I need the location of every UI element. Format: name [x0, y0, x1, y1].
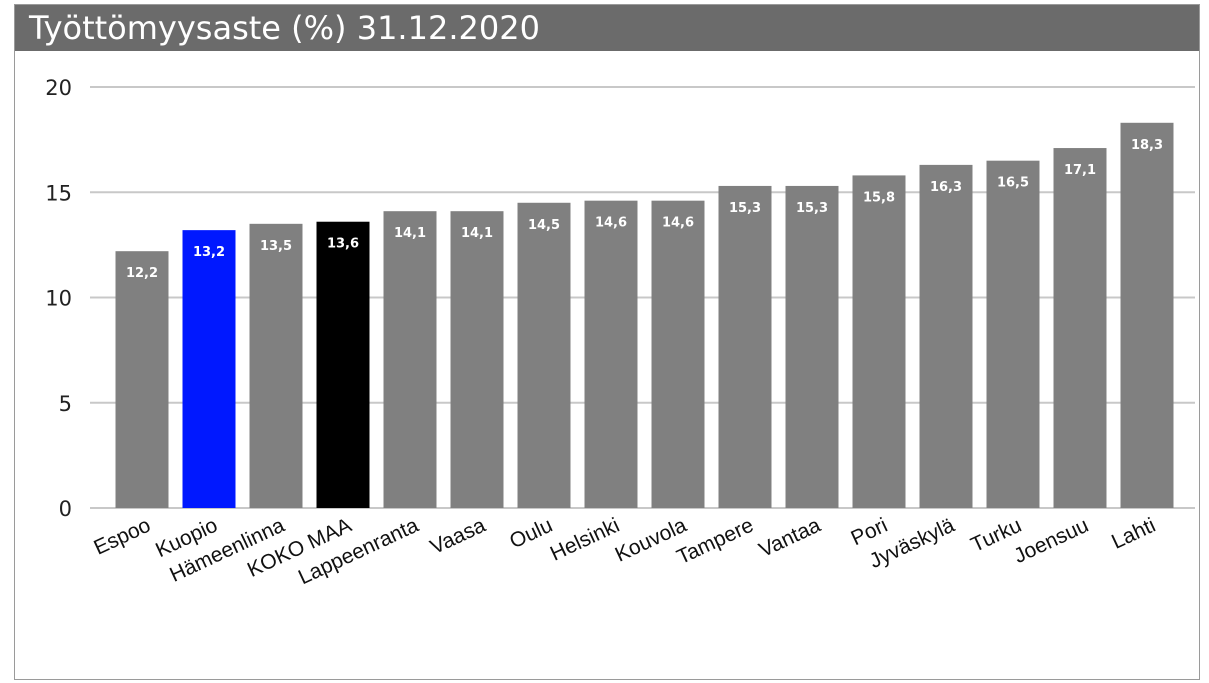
bar: [919, 164, 973, 508]
data-label: 17,1: [1064, 163, 1096, 178]
data-label: 14,5: [528, 218, 560, 233]
bar: [517, 202, 571, 508]
bars: [115, 122, 1174, 509]
bar: [986, 160, 1040, 509]
y-tick-label: 20: [45, 76, 72, 100]
data-label: 15,3: [729, 201, 761, 216]
bar: [182, 230, 236, 508]
data-label: 18,3: [1131, 138, 1163, 153]
bar: [651, 200, 705, 509]
data-label: 13,2: [193, 245, 225, 260]
x-tick-label: Espoo: [90, 514, 154, 560]
x-tick-label: Vaasa: [427, 514, 490, 559]
bar: [1053, 148, 1107, 509]
data-label: 14,6: [595, 216, 627, 231]
y-tick-label: 10: [45, 287, 72, 311]
y-tick-label: 15: [45, 181, 72, 205]
bar: [852, 175, 906, 508]
data-label: 13,5: [260, 239, 292, 254]
data-label: 16,3: [930, 180, 962, 195]
data-label: 14,1: [461, 226, 493, 241]
title-bar: Työttömyysaste (%) 31.12.2020: [15, 5, 1199, 51]
data-label: 14,1: [394, 226, 426, 241]
bar: [383, 211, 437, 508]
data-labels: 12,2 13,2 13,5 13,6 14,1 14,1 14,5 14,6 14,6 15,3…: [126, 138, 1163, 281]
y-tick-label: 5: [59, 392, 72, 416]
bar: [115, 251, 169, 508]
bar: [450, 211, 504, 508]
data-label: 13,6: [327, 237, 359, 252]
data-label: 16,5: [997, 176, 1029, 191]
bar: [1120, 122, 1174, 508]
bar: [785, 185, 839, 508]
chart-title: Työttömyysaste (%) 31.12.2020: [29, 9, 540, 47]
x-tick-label: Tampere: [673, 514, 757, 569]
data-label: 15,3: [796, 201, 828, 216]
bar: [718, 185, 772, 508]
x-tick-label: Vantaa: [755, 514, 824, 562]
data-label: 12,2: [126, 266, 158, 281]
y-tick-label: 0: [59, 497, 72, 521]
data-label: 14,6: [662, 216, 694, 231]
bar: [316, 221, 370, 508]
data-label: 15,8: [863, 190, 895, 205]
bar: [584, 200, 638, 509]
x-tick-label: Joensuu: [1010, 514, 1092, 568]
y-axis-ticks: 0 5 10 15 20: [45, 76, 72, 521]
x-tick-label: Lahti: [1108, 514, 1159, 554]
bar: [249, 223, 303, 508]
x-tick-label: Helsinki: [547, 514, 623, 566]
